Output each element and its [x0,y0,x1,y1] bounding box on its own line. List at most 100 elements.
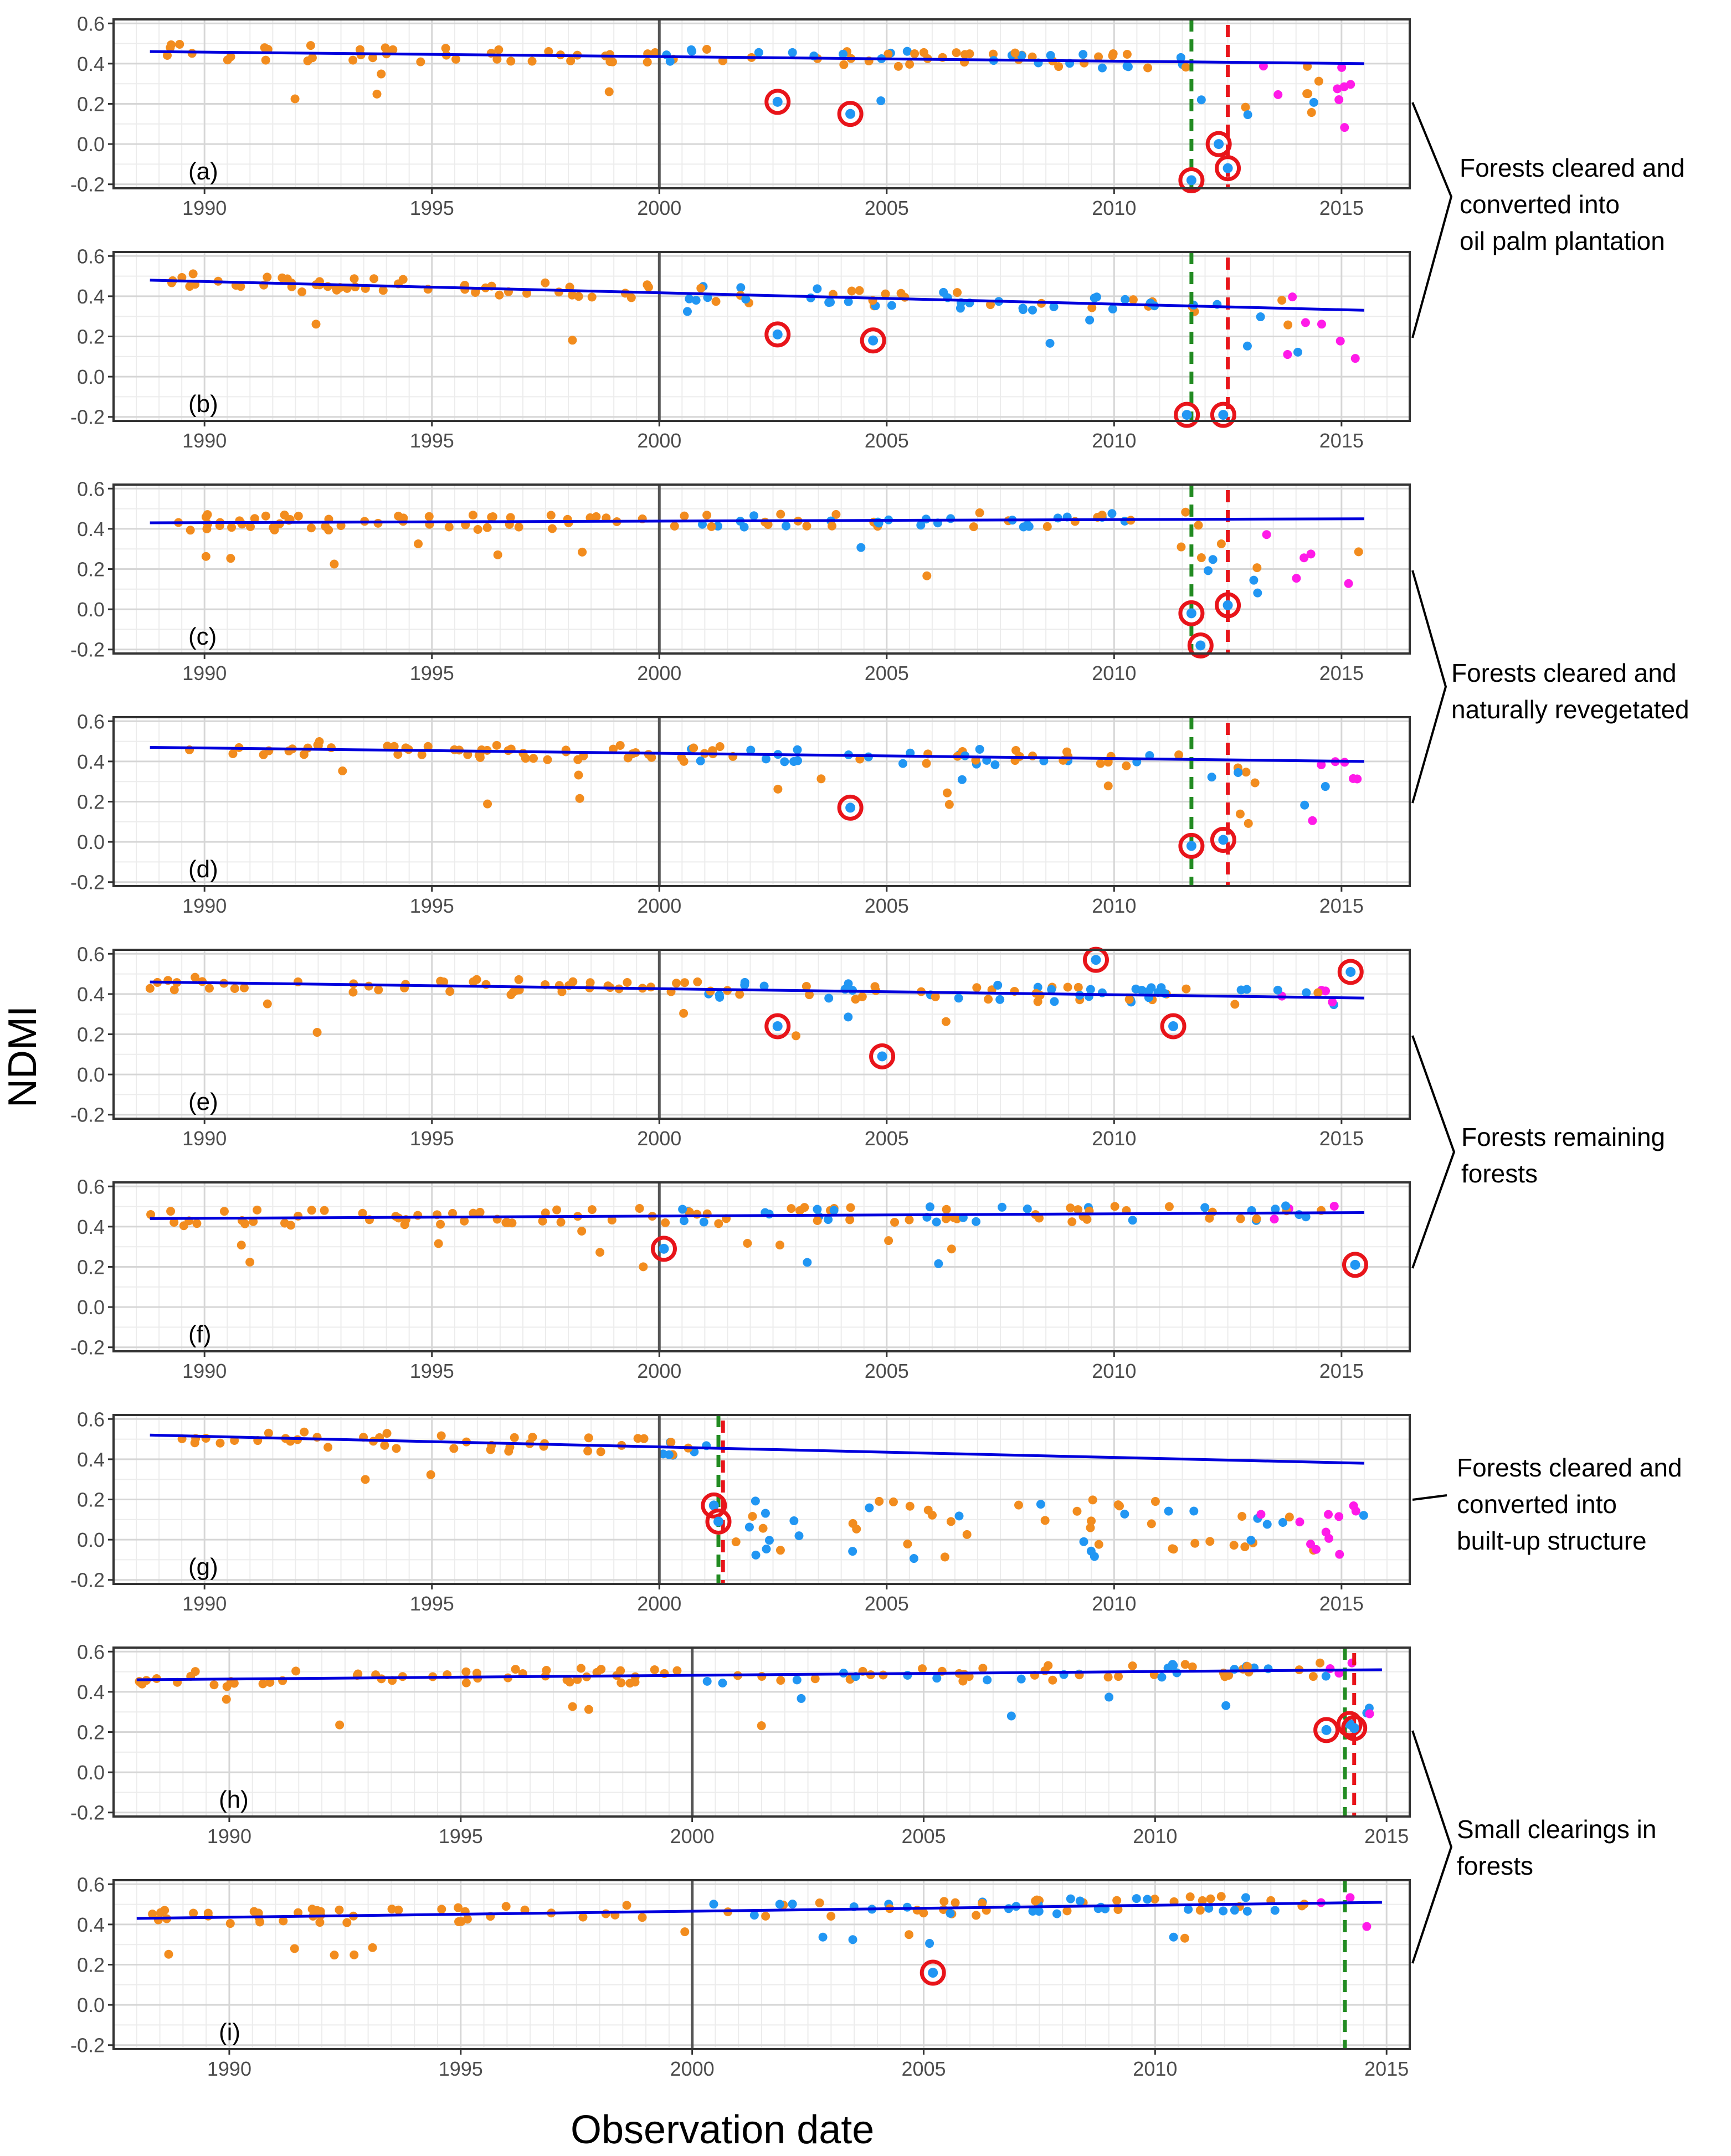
observation-point [978,1898,987,1908]
observation-point [844,297,853,306]
observation-point [1128,1216,1137,1225]
observation-point [1045,338,1055,348]
observation-point [934,1259,943,1268]
flagged-point-circle [1336,1711,1363,1737]
flagged-point [1186,841,1196,851]
observation-point [203,1908,213,1918]
observation-point [1236,1214,1245,1223]
observation-point [546,511,556,520]
observation-point [803,1258,812,1267]
observation-point [436,976,445,986]
observation-point [578,547,587,557]
observation-point [1010,48,1020,58]
observation-point [1094,52,1103,61]
observation-point [398,275,408,284]
observation-point [1195,1906,1205,1915]
observation-point [1107,509,1117,518]
observation-point [775,1900,784,1909]
observation-point [1317,320,1326,329]
observation-point [1314,76,1323,86]
observation-point [764,1536,774,1545]
observation-point [1168,1544,1177,1553]
observation-point [890,1217,900,1227]
x-tick-label: 2010 [1092,1592,1136,1615]
observation-point [1340,123,1349,132]
observation-point [661,1218,670,1227]
observation-point [788,48,797,57]
observation-point [454,1903,463,1912]
x-tick-label: 1990 [182,429,227,452]
x-tick-label: 2010 [1092,1360,1136,1382]
observation-point [368,1943,377,1952]
observation-point [1252,1214,1261,1223]
panel-a: 1990 1995 2000 2005 2010 2015 -0.2 0.0 0.2 0.4 0.6… [70,12,1411,219]
x-tick-label: 1990 [182,197,227,219]
observation-point [1253,588,1262,598]
panel-border [112,1181,1411,1352]
observation-point [876,96,886,105]
x-tick-label: 2010 [1092,1127,1136,1150]
observation-point [644,282,653,292]
observation-point [839,49,848,59]
observation-point [846,1203,855,1212]
observation-point [1143,63,1153,73]
observation-point [1308,1672,1318,1681]
observation-point [975,508,984,517]
observation-point [900,292,910,302]
observation-point [1054,62,1064,71]
observation-point [1204,1903,1214,1913]
observation-point [1313,988,1323,997]
observation-point [592,512,601,521]
panel-border [112,1414,1411,1585]
observation-point [416,57,425,66]
observation-point [380,1440,389,1450]
observation-point [522,289,531,298]
observation-point [958,1676,968,1686]
x-tick-label: 1990 [182,1592,227,1615]
observation-point [146,1210,156,1219]
observation-point [672,979,681,988]
observation-point [541,1208,550,1218]
observation-point [299,750,309,759]
observation-point [514,975,523,984]
y-tick-label: 0.2 [77,1721,105,1744]
observation-point [1307,108,1316,117]
observation-point [1181,507,1190,517]
observation-point [145,984,155,993]
trend-line [150,1433,1364,1465]
observation-point [353,1669,363,1679]
observation-point [573,755,583,764]
observation-point [1034,1907,1044,1916]
observation-point [905,60,915,69]
y-tick-label: 0.0 [77,598,105,621]
observation-point [813,284,822,294]
trend-line [136,1668,1382,1681]
y-tick-label: 0.0 [77,366,105,388]
observation-point [1250,778,1260,788]
observation-point [584,1705,593,1714]
observation-point [1246,1536,1256,1545]
observation-point [1014,1500,1023,1510]
panel-letter: (d) [188,856,218,883]
observation-point [320,1206,329,1215]
observation-point [918,1664,927,1674]
x-tick-label: 2010 [1133,2057,1177,2080]
flagged-point [772,96,783,107]
observation-point [1344,579,1353,588]
observation-point [574,770,583,780]
observation-point [691,296,701,305]
observation-point [303,56,312,65]
observation-point [445,987,455,996]
observation-point [1334,1512,1344,1521]
y-tick-label: 0.2 [77,1256,105,1279]
panel-border [112,18,1411,189]
observation-point [148,1910,157,1919]
flagged-point [659,1243,669,1254]
observation-point [1075,1896,1085,1906]
observation-point [643,58,652,67]
flagged-point-circle [837,794,864,821]
observation-point [1087,1516,1096,1526]
observation-point [1103,1673,1113,1682]
panel-letter: (f) [188,1321,212,1348]
observation-point [290,1944,299,1953]
